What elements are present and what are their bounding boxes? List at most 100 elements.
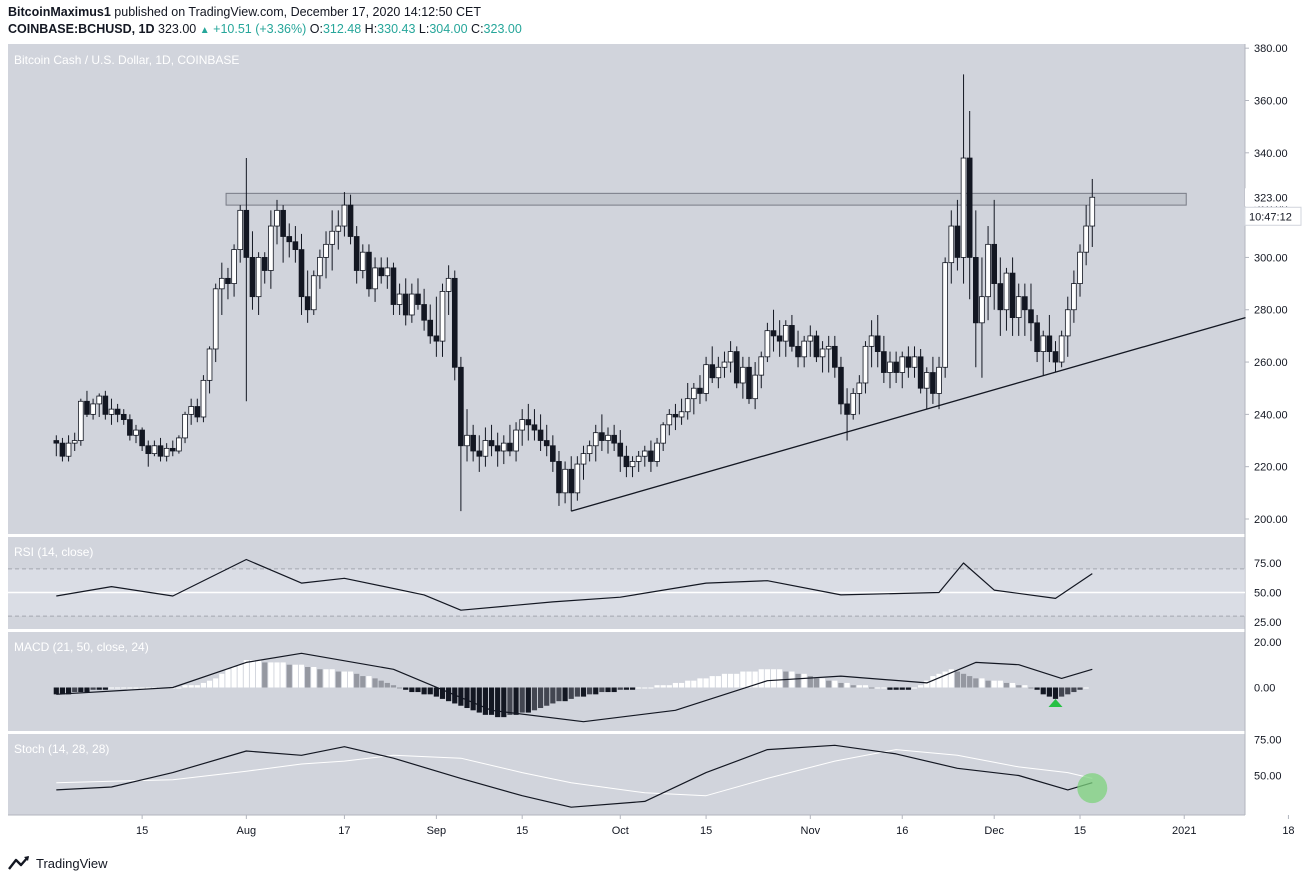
candle-down	[304, 296, 311, 311]
candle-down	[120, 413, 127, 421]
macd-hist-bar	[979, 678, 985, 688]
macd-hist-bar	[495, 687, 501, 718]
macd-hist-bar	[813, 678, 820, 688]
candle-down	[550, 445, 556, 462]
macd-hist-bar	[525, 687, 531, 713]
open-value: 312.48	[322, 22, 362, 36]
candle-down	[776, 335, 783, 342]
candle-up	[445, 277, 452, 292]
candle-up	[740, 366, 746, 384]
candle-up	[1040, 335, 1047, 352]
candle-down	[225, 277, 231, 284]
macd-tick-label: 0.00	[1254, 683, 1275, 695]
candle-down	[194, 406, 201, 418]
candle-up	[206, 348, 213, 381]
macd-hist-bar	[844, 682, 850, 688]
macd-hist-bar	[409, 687, 415, 693]
macd-hist-bar	[691, 680, 697, 688]
candle-up	[329, 230, 335, 245]
candle-up	[660, 424, 666, 444]
macd-hist-bar	[918, 685, 924, 688]
macd-hist-bar	[188, 685, 194, 688]
macd-pane-title: MACD (21, 50, close, 24)	[14, 640, 149, 654]
candle-up	[71, 440, 78, 444]
candle-up	[1015, 296, 1022, 318]
time-axis[interactable]: 15 Aug 17 Sep 15 Oct 15 Nov 16 Dec 15 2021 18	[136, 815, 1295, 837]
candle-up	[825, 345, 832, 350]
candle-down	[261, 257, 268, 271]
macd-hist-bar	[544, 687, 550, 706]
macd-hist-bar	[317, 669, 323, 688]
macd-hist-bar	[335, 671, 341, 688]
macd-hist-bar	[550, 687, 556, 704]
macd-hist-bar	[213, 678, 219, 688]
candle-down	[672, 413, 679, 418]
candle-up	[819, 348, 826, 358]
candle-up	[691, 387, 697, 400]
macd-hist-bar	[660, 685, 666, 688]
macd-hist-bar	[194, 685, 200, 688]
macd-hist-bar	[740, 671, 746, 688]
macd-hist-bar	[636, 687, 642, 689]
candle-up	[1083, 225, 1089, 253]
candle-up	[801, 340, 807, 358]
candle-down	[954, 225, 961, 258]
candle-down	[1022, 296, 1028, 311]
up-arrow-icon: ▲	[199, 25, 210, 36]
candle-up	[684, 398, 691, 413]
countdown-box	[1244, 206, 1302, 226]
candle-down	[1009, 272, 1016, 318]
candle-down	[292, 241, 299, 250]
macd-hist-bar	[219, 673, 225, 688]
candle-up	[948, 225, 955, 264]
stoch-tick-label: 50.00	[1254, 771, 1282, 783]
macd-hist-bar	[862, 685, 869, 688]
candle-up	[268, 225, 274, 271]
candle-down	[623, 455, 630, 468]
candle-down	[470, 434, 476, 452]
candle-up	[151, 445, 158, 455]
candle-up	[212, 288, 219, 350]
candle-up	[464, 434, 470, 447]
macd-hist-bar	[127, 687, 133, 689]
macd-hist-bar	[930, 676, 936, 688]
price-axis-currency: USD	[1266, 55, 1287, 66]
price-tick-label: 280.00	[1254, 305, 1288, 317]
price-pane-title: Bitcoin Cash / U.S. Dollar, 1D, COINBASE	[14, 53, 239, 67]
candle-up	[1003, 272, 1010, 311]
macd-hist-bar	[372, 678, 378, 688]
candle-up	[1071, 283, 1077, 311]
macd-hist-bar	[795, 673, 801, 688]
macd-hist-bar	[1009, 682, 1016, 688]
macd-hist-bar	[832, 680, 838, 688]
candle-down	[973, 257, 979, 324]
candle-down	[531, 424, 538, 431]
footer-brand-text: TradingView	[36, 855, 108, 871]
macd-hist-bar	[1077, 687, 1083, 690]
macd-hist-bar	[206, 680, 213, 688]
macd-hist-bar	[991, 680, 997, 688]
candle-down	[611, 434, 617, 444]
macd-hist-bar	[531, 687, 538, 711]
candle-up	[188, 406, 194, 415]
candle-down	[930, 372, 936, 394]
macd-hist-bar	[954, 671, 961, 688]
candle-down	[145, 445, 152, 455]
candle-down	[617, 442, 624, 457]
candle-up	[182, 413, 188, 439]
macd-hist-bar	[108, 687, 115, 689]
macd-hist-bar	[1040, 687, 1046, 695]
time-tick-label: 15	[700, 825, 712, 837]
macd-hist-bar	[439, 687, 446, 699]
candle-up	[360, 251, 366, 271]
candle-down	[1028, 309, 1034, 324]
macd-hist-bar	[1028, 687, 1034, 689]
open-label: O:	[309, 22, 323, 36]
macd-hist-bar	[758, 669, 764, 688]
candle-up	[500, 442, 507, 452]
candle-up	[605, 434, 611, 441]
candle-down	[881, 351, 887, 373]
candle-down	[415, 293, 421, 305]
candle-up	[482, 440, 489, 457]
